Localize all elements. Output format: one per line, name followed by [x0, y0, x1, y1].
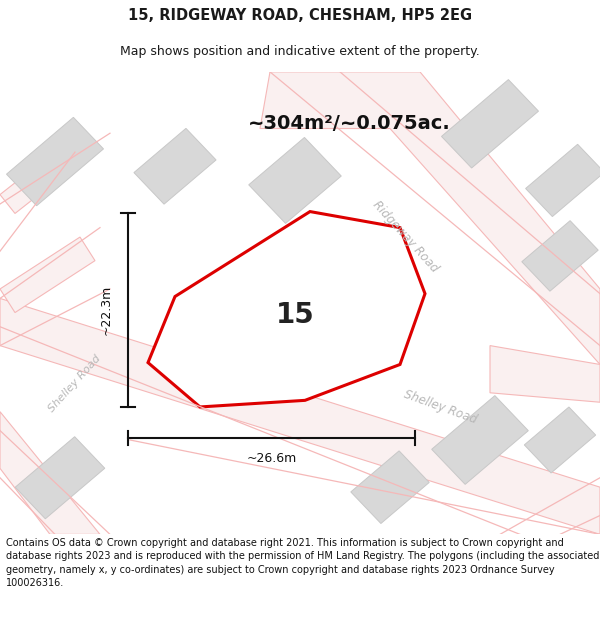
- Text: Shelley Road: Shelley Road: [47, 353, 103, 414]
- Polygon shape: [0, 412, 100, 534]
- Text: Contains OS data © Crown copyright and database right 2021. This information is : Contains OS data © Crown copyright and d…: [6, 538, 599, 588]
- Polygon shape: [526, 144, 600, 216]
- Polygon shape: [249, 138, 341, 223]
- Polygon shape: [260, 72, 600, 364]
- Polygon shape: [524, 407, 596, 473]
- Text: 15: 15: [275, 301, 314, 329]
- Polygon shape: [262, 268, 358, 357]
- Text: ~22.3m: ~22.3m: [100, 285, 113, 336]
- Polygon shape: [442, 79, 538, 168]
- Polygon shape: [0, 148, 75, 214]
- Text: ~304m²/~0.075ac.: ~304m²/~0.075ac.: [248, 114, 451, 133]
- Polygon shape: [134, 128, 216, 204]
- Polygon shape: [351, 451, 429, 524]
- Polygon shape: [431, 396, 529, 484]
- Text: Map shows position and indicative extent of the property.: Map shows position and indicative extent…: [120, 45, 480, 58]
- Polygon shape: [0, 298, 600, 534]
- Text: 15, RIDGEWAY ROAD, CHESHAM, HP5 2EG: 15, RIDGEWAY ROAD, CHESHAM, HP5 2EG: [128, 8, 472, 23]
- Polygon shape: [490, 346, 600, 403]
- Polygon shape: [7, 118, 103, 206]
- Polygon shape: [522, 221, 598, 291]
- Polygon shape: [0, 237, 95, 312]
- Polygon shape: [148, 212, 425, 407]
- Polygon shape: [15, 437, 105, 519]
- Text: Shelley Road: Shelley Road: [401, 388, 478, 426]
- Text: Ridgeway Road: Ridgeway Road: [370, 199, 440, 276]
- Text: ~26.6m: ~26.6m: [247, 452, 296, 466]
